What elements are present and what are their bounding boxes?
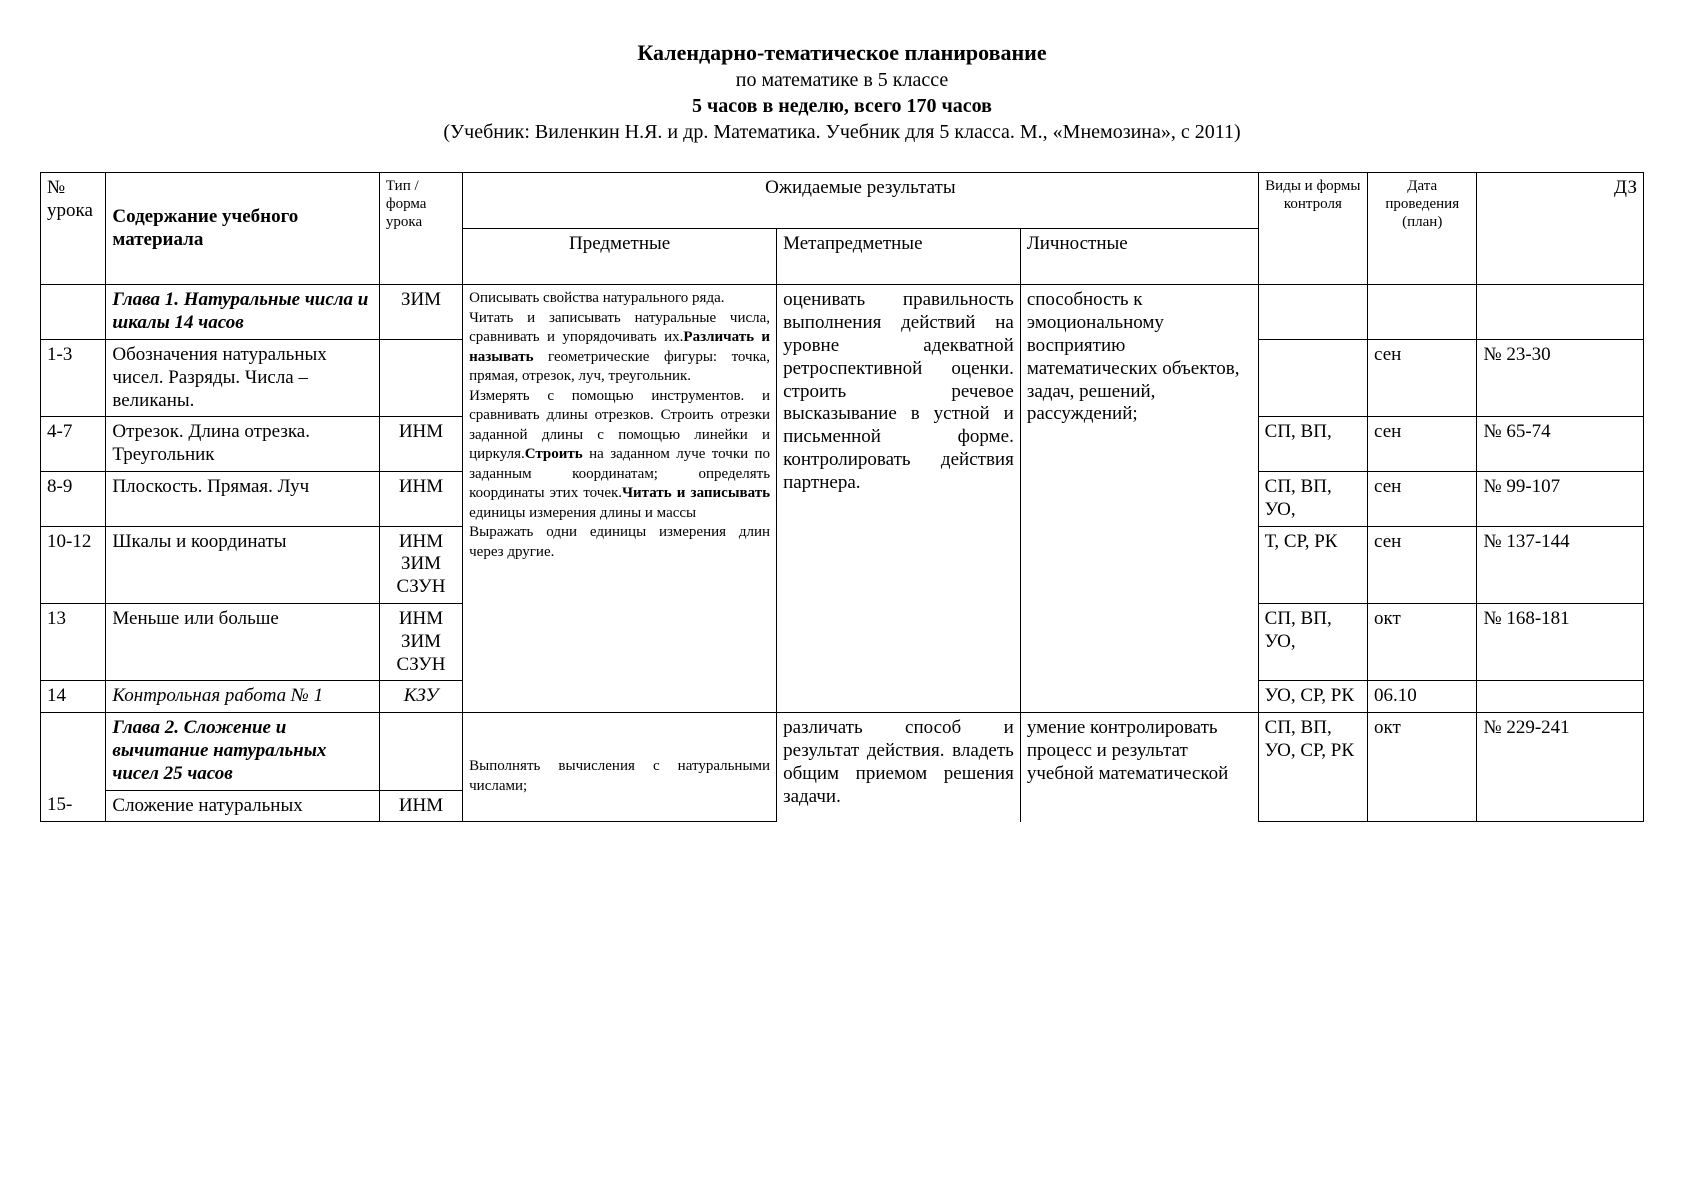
cell-control: СП, ВП, УО, СР, РК [1258,713,1367,790]
cell-date: 06.10 [1368,681,1477,713]
cell-content: Обозначения натуральных чисел. Разряды. … [106,339,380,416]
doc-subtitle-1: по математике в 5 классе [40,68,1644,92]
cell-chapter-title: Глава 2. Сложение и вычитание натуральны… [106,713,380,790]
cell-control: СП, ВП, [1258,417,1367,472]
cell-lesson-number: 13 [41,603,106,680]
cell-type: ИНМ [379,790,462,822]
cell-type: ИНМ [379,417,462,472]
cell-type: ИНМ ЗИМ СЗУН [379,603,462,680]
col-results: Ожидаемые результаты [463,173,1259,229]
cell-homework: № 168-181 [1477,603,1644,680]
cell-content: Отрезок. Длина отрезка. Треугольник [106,417,380,472]
col-control: Виды и формы контроля [1258,173,1367,285]
cell-content: Шкалы и координаты [106,526,380,603]
col-date: Дата проведения (план) [1368,173,1477,285]
cell-content: Плоскость. Прямая. Луч [106,471,380,526]
planning-table: № урока Содержание учебного материала Ти… [40,172,1644,822]
cell-control: УО, СР, РК [1258,681,1367,713]
document-header: Календарно-тематическое планирование по … [40,40,1644,144]
cell-control [1258,339,1367,416]
col-homework: ДЗ [1477,173,1644,285]
cell-personal: способность к эмоциональному восприятию … [1020,285,1258,713]
cell-homework: № 229-241 [1477,713,1644,790]
doc-title: Календарно-тематическое планирование [40,40,1644,66]
table-row: Глава 2. Сложение и вычитание натуральны… [41,713,1644,790]
cell-personal: умение контролировать процесс и результа… [1020,713,1258,822]
cell-homework: № 99-107 [1477,471,1644,526]
cell-content: Контрольная работа № 1 [106,681,380,713]
cell-lesson-number: 15- [41,790,106,822]
cell-lesson-number: 14 [41,681,106,713]
cell-lesson-number [41,713,106,790]
cell-content: Сложение натуральных [106,790,380,822]
col-type: Тип / форма урока [379,173,462,285]
cell-date [1368,790,1477,822]
cell-control: СП, ВП, УО, [1258,471,1367,526]
cell-date: сен [1368,471,1477,526]
doc-subtitle-2: 5 часов в неделю, всего 170 часов [40,94,1644,118]
cell-lesson-number: 10-12 [41,526,106,603]
cell-chapter-title: Глава 1. Натуральные числа и шкалы 14 ча… [106,285,380,340]
cell-predmet: Описывать свойства натурального ряда.Чит… [463,285,777,713]
cell-predmet: Выполнять вычисления с натуральными числ… [463,713,777,822]
cell-lesson-number: 1-3 [41,339,106,416]
cell-date: окт [1368,713,1477,790]
cell-type: ИНМ ЗИМ СЗУН [379,526,462,603]
cell-type [379,339,462,416]
cell-homework [1477,285,1644,340]
col-results-personal: Личностные [1020,229,1258,285]
table-row: Глава 1. Натуральные числа и шкалы 14 ча… [41,285,1644,340]
cell-metapredmet: оценивать правильность выполнения действ… [777,285,1021,713]
cell-lesson-number: 8-9 [41,471,106,526]
cell-type: КЗУ [379,681,462,713]
cell-homework [1477,681,1644,713]
cell-lesson-number [41,285,106,340]
cell-control: Т, СР, РК [1258,526,1367,603]
cell-date: сен [1368,417,1477,472]
col-results-predmet: Предметные [463,229,777,285]
cell-metapredmet: различать способ и результат действия. в… [777,713,1021,822]
table-header-row-1: № урока Содержание учебного материала Ти… [41,173,1644,229]
cell-type [379,713,462,790]
cell-type: ЗИМ [379,285,462,340]
cell-control [1258,285,1367,340]
cell-homework [1477,790,1644,822]
cell-date: сен [1368,339,1477,416]
col-results-meta: Метапредметные [777,229,1021,285]
col-lesson-number: № урока [41,173,106,285]
col-content: Содержание учебного материала [106,173,380,285]
cell-homework: № 23-30 [1477,339,1644,416]
cell-content: Меньше или больше [106,603,380,680]
cell-type: ИНМ [379,471,462,526]
cell-date [1368,285,1477,340]
cell-control [1258,790,1367,822]
cell-date: окт [1368,603,1477,680]
cell-date: сен [1368,526,1477,603]
cell-lesson-number: 4-7 [41,417,106,472]
doc-subtitle-3: (Учебник: Виленкин Н.Я. и др. Математика… [40,120,1644,144]
cell-homework: № 137-144 [1477,526,1644,603]
cell-control: СП, ВП, УО, [1258,603,1367,680]
cell-homework: № 65-74 [1477,417,1644,472]
